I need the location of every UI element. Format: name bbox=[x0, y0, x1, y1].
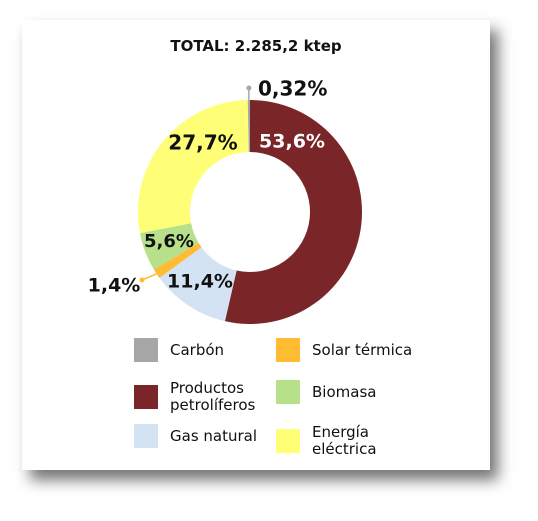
data-label-carbon: 0,32% bbox=[258, 77, 327, 101]
leader-dot-carbon bbox=[246, 85, 252, 91]
slice-biomasa bbox=[140, 223, 199, 270]
data-label-solar-termica: 1,4% bbox=[88, 275, 141, 297]
chart-card: TOTAL: 2.285,2 ktep 53,6% 11,4% 1,4% 5,6% 27… bbox=[22, 20, 490, 470]
data-label-gas-natural: 11,4% bbox=[167, 271, 233, 293]
leader-dot-solar-termica bbox=[139, 277, 145, 283]
slice-energia-electrica bbox=[138, 100, 249, 234]
slice-solar-termica bbox=[154, 242, 202, 278]
data-label-productos-petroliferos: 53,6% bbox=[259, 131, 325, 153]
slice-carbon bbox=[247, 100, 250, 153]
data-label-energia-electrica: 27,7% bbox=[168, 131, 237, 155]
donut-chart: 53,6% 11,4% 1,4% 5,6% 27,7% 0,32% bbox=[88, 77, 362, 324]
data-label-biomasa: 5,6% bbox=[144, 231, 194, 252]
slice-gas-natural bbox=[159, 247, 237, 322]
leader-line-solar-termica bbox=[141, 273, 157, 281]
chart-title: TOTAL: 2.285,2 ktep bbox=[170, 37, 342, 55]
slice-productos-petroliferos bbox=[224, 100, 362, 324]
